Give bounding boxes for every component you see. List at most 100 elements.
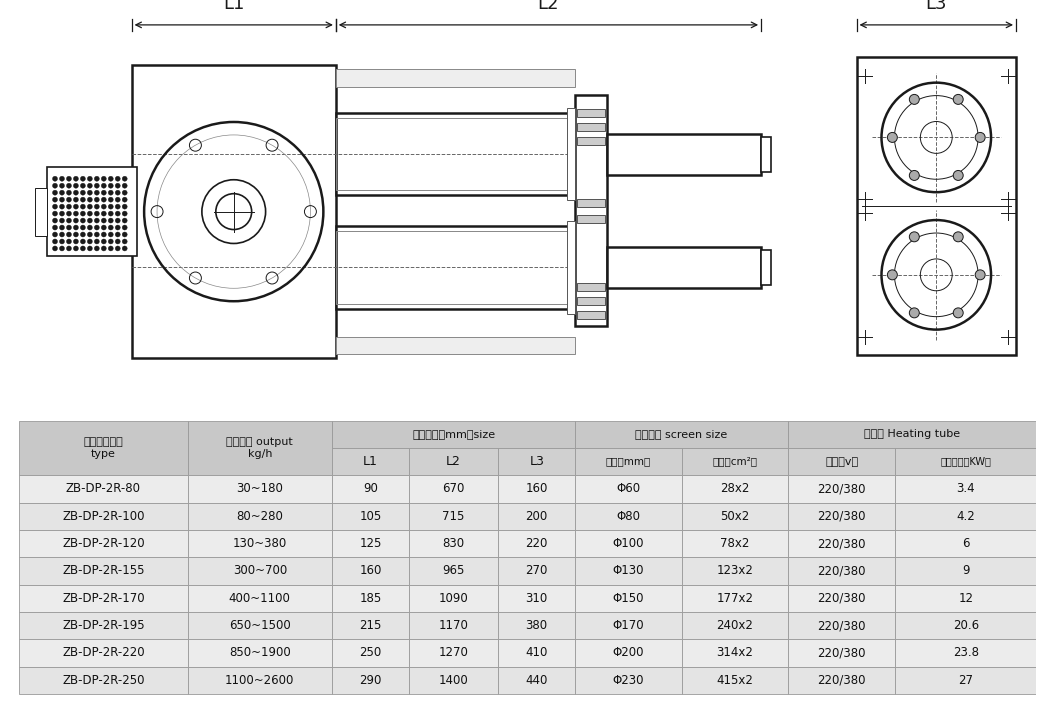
Circle shape — [74, 232, 78, 237]
Text: 160: 160 — [526, 482, 548, 495]
Circle shape — [53, 190, 58, 195]
Bar — [19, 502, 188, 530]
Bar — [788, 667, 896, 694]
Circle shape — [953, 308, 963, 318]
Circle shape — [94, 183, 99, 189]
Circle shape — [109, 176, 113, 181]
Text: 加热功率（KW）: 加热功率（KW） — [940, 457, 991, 466]
Circle shape — [122, 218, 128, 223]
Circle shape — [66, 232, 72, 237]
Bar — [332, 475, 409, 502]
Bar — [761, 137, 770, 172]
Circle shape — [122, 225, 128, 230]
Circle shape — [94, 239, 99, 244]
Bar — [188, 420, 332, 475]
Text: 80~280: 80~280 — [236, 510, 284, 523]
Bar — [788, 420, 1036, 448]
Circle shape — [109, 197, 113, 202]
Text: 12: 12 — [958, 592, 973, 605]
Bar — [896, 475, 1036, 502]
Circle shape — [59, 225, 64, 230]
Text: ZB-DP-2R-155: ZB-DP-2R-155 — [62, 565, 144, 577]
Circle shape — [53, 176, 58, 181]
Bar — [575, 475, 682, 502]
Bar — [409, 584, 499, 612]
Text: 1270: 1270 — [438, 647, 469, 660]
Text: 300~700: 300~700 — [233, 565, 287, 577]
Circle shape — [53, 183, 58, 189]
Circle shape — [80, 225, 85, 230]
Bar — [409, 639, 499, 667]
Bar — [188, 584, 332, 612]
Circle shape — [115, 218, 120, 223]
Circle shape — [122, 190, 128, 195]
Circle shape — [115, 211, 120, 216]
Circle shape — [59, 232, 64, 237]
Bar — [575, 420, 788, 448]
Circle shape — [101, 232, 106, 237]
Circle shape — [910, 308, 919, 318]
Text: Φ100: Φ100 — [612, 537, 644, 550]
Circle shape — [910, 170, 919, 181]
Bar — [336, 118, 570, 191]
Circle shape — [66, 176, 72, 181]
Bar — [409, 502, 499, 530]
Text: 125: 125 — [359, 537, 382, 550]
Text: 电压（v）: 电压（v） — [825, 457, 858, 466]
Text: 直径（mm）: 直径（mm） — [606, 457, 651, 466]
Circle shape — [80, 232, 85, 237]
Bar — [682, 448, 788, 475]
Text: 185: 185 — [359, 592, 382, 605]
Circle shape — [80, 197, 85, 202]
Circle shape — [109, 190, 113, 195]
Text: 400~1100: 400~1100 — [229, 592, 291, 605]
Circle shape — [122, 211, 128, 216]
Circle shape — [109, 211, 113, 216]
Bar — [575, 584, 682, 612]
Text: 715: 715 — [443, 510, 465, 523]
Circle shape — [94, 246, 99, 251]
Circle shape — [80, 211, 85, 216]
Circle shape — [122, 176, 128, 181]
Text: 290: 290 — [359, 674, 382, 687]
Text: L3: L3 — [529, 455, 544, 468]
Circle shape — [101, 190, 106, 195]
Circle shape — [101, 211, 106, 216]
Text: Φ150: Φ150 — [612, 592, 644, 605]
Circle shape — [94, 232, 99, 237]
Circle shape — [94, 176, 99, 181]
Bar — [682, 584, 788, 612]
Text: 3.4: 3.4 — [956, 482, 975, 495]
Circle shape — [66, 204, 72, 209]
Bar — [47, 167, 137, 257]
Circle shape — [87, 246, 93, 251]
Circle shape — [115, 246, 120, 251]
Text: Φ80: Φ80 — [617, 510, 641, 523]
Text: 220/380: 220/380 — [818, 674, 866, 687]
Bar — [332, 448, 409, 475]
Circle shape — [87, 197, 93, 202]
Text: ZB-DP-2R-250: ZB-DP-2R-250 — [62, 674, 144, 687]
Bar — [896, 667, 1036, 694]
Bar — [575, 667, 682, 694]
Circle shape — [910, 232, 919, 242]
Text: 78x2: 78x2 — [720, 537, 749, 550]
Text: 30~180: 30~180 — [236, 482, 284, 495]
Bar — [332, 612, 409, 639]
Circle shape — [115, 190, 120, 195]
Circle shape — [953, 232, 963, 242]
Bar — [577, 297, 605, 304]
Bar — [499, 558, 575, 584]
Circle shape — [74, 204, 78, 209]
Bar — [567, 108, 574, 200]
Circle shape — [59, 218, 64, 223]
Circle shape — [66, 246, 72, 251]
Circle shape — [101, 204, 106, 209]
Bar — [336, 69, 574, 86]
Bar — [132, 65, 336, 358]
Bar — [499, 612, 575, 639]
Text: 适用产量 output
kg/h: 适用产量 output kg/h — [227, 437, 293, 459]
Circle shape — [122, 246, 128, 251]
Bar — [409, 530, 499, 558]
Circle shape — [74, 190, 78, 195]
